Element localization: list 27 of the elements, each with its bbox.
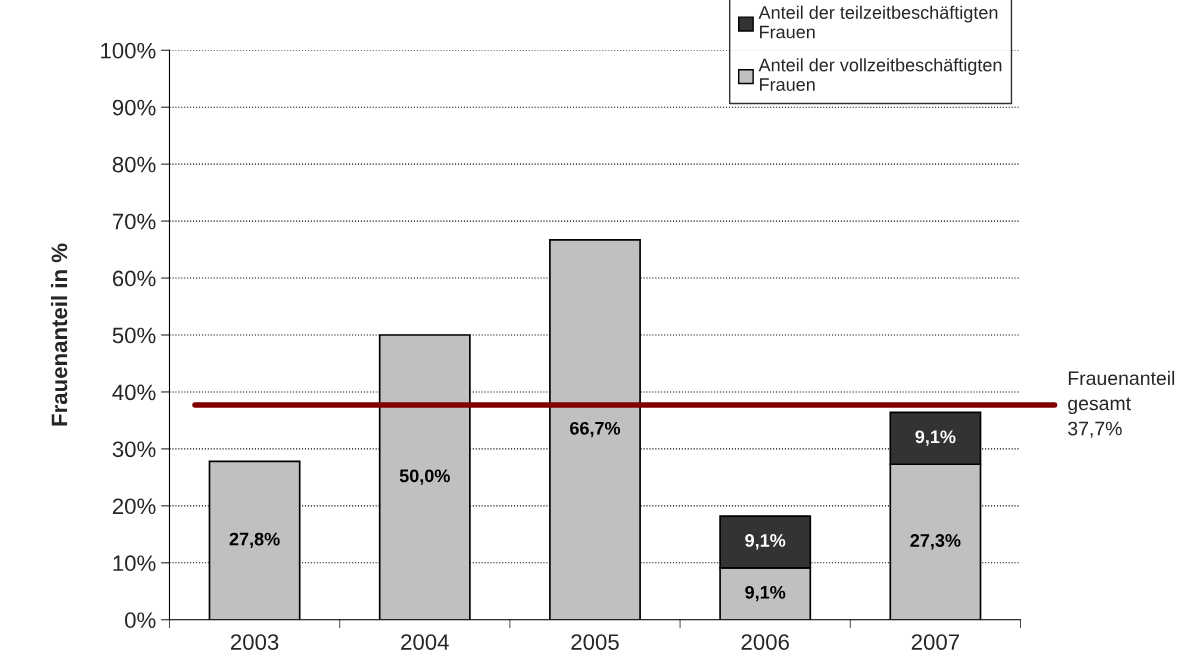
data-label: 27,3% — [910, 534, 961, 550]
y-tick-label: 10% — [113, 555, 156, 572]
x-tick-label: 2007 — [911, 634, 959, 650]
y-axis-title: Frauenanteil in % — [50, 243, 68, 426]
data-label: 66,7% — [570, 421, 621, 438]
data-label: 9,1% — [745, 585, 786, 602]
legend-label: Anteil der vollzeitbeschäftigten Frauen — [758, 58, 1002, 91]
y-tick-label: 50% — [112, 327, 156, 344]
y-tick-label: 70% — [112, 213, 156, 230]
y-tick-label: 60% — [112, 270, 156, 287]
y-tick-label: 40% — [112, 384, 156, 401]
y-tick-label: 30% — [112, 441, 156, 458]
y-tick-label: 80% — [112, 156, 156, 173]
data-label: 27,8% — [229, 532, 280, 549]
data-label: 9,1% — [745, 534, 786, 550]
data-label: 9,1% — [915, 430, 956, 446]
x-tick-label: 2004 — [401, 634, 449, 650]
legend-label: Anteil der teilzeitbeschäftigten Frauen — [758, 5, 998, 39]
data-label: 50,0% — [399, 469, 450, 485]
y-tick-label: 100% — [101, 42, 156, 59]
x-tick-label: 2003 — [230, 634, 279, 650]
x-tick-label: 2005 — [571, 634, 619, 650]
y-tick-label: 20% — [112, 498, 156, 515]
ref-line-label: Frauenanteil gesamt 37,7% — [1068, 370, 1175, 438]
y-tick-label: 90% — [112, 99, 156, 116]
x-tick-label: 2006 — [741, 634, 789, 650]
y-tick-label: 0% — [125, 612, 156, 629]
